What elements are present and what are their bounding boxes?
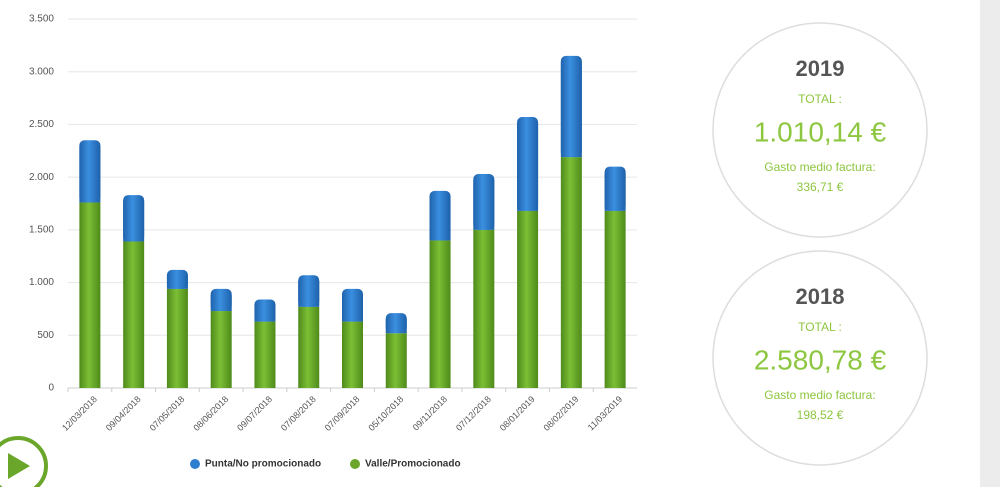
card-total: 2.580,78 €	[754, 344, 887, 375]
bar-segment	[298, 306, 320, 388]
card-total-label: TOTAL :	[798, 320, 842, 334]
bar-segment-base	[298, 281, 320, 307]
legend-label: Valle/Promocionado	[365, 459, 461, 470]
x-tick-label: 05/10/2018	[366, 394, 405, 433]
card-circle	[712, 250, 928, 466]
bar-segment	[560, 157, 582, 388]
x-tick-label: 07/09/2018	[323, 394, 362, 433]
bar-segment	[342, 321, 363, 388]
y-tick-label: 0	[48, 383, 54, 394]
legend-label: Punta/No promocionado	[205, 459, 321, 470]
card-avg-label: Gasto medio factura:	[764, 388, 875, 402]
play-icon[interactable]	[8, 453, 30, 479]
legend-swatch	[190, 459, 200, 469]
bar-segment	[166, 288, 188, 388]
bar-segment	[517, 210, 539, 388]
x-tick-label: 08/01/2019	[498, 394, 537, 433]
card-circle	[712, 22, 928, 238]
y-tick-label: 2.500	[29, 119, 54, 130]
bar-segment	[123, 241, 145, 388]
x-tick-label: 07/12/2018	[454, 394, 493, 433]
card-avg-label: Gasto medio factura:	[764, 160, 875, 174]
bar-segment	[385, 333, 407, 388]
bar-segment-base	[429, 196, 451, 241]
bar-segment-base	[254, 305, 276, 322]
card-year: 2018	[796, 284, 845, 309]
y-tick-label: 1.000	[29, 277, 54, 288]
x-tick-label: 09/11/2018	[411, 394, 449, 432]
card-avg: 198,52 €	[797, 408, 844, 422]
bar-segment-base	[604, 172, 626, 211]
x-tick-label: 07/05/2018	[148, 394, 187, 433]
card-avg: 336,71 €	[797, 180, 844, 194]
x-tick-label: 08/02/2019	[542, 394, 581, 433]
play-button[interactable]	[0, 436, 48, 487]
side-border	[980, 0, 1000, 487]
bar-segment	[473, 229, 495, 388]
x-tick-label: 09/07/2018	[235, 394, 274, 433]
card-total: 1.010,14 €	[754, 116, 887, 147]
y-tick-label: 2.000	[29, 172, 54, 183]
card-total-label: TOTAL :	[798, 92, 842, 106]
bar-segment-base	[166, 275, 188, 289]
y-tick-label: 1.500	[29, 224, 54, 235]
card-year: 2019	[796, 56, 845, 81]
bar-segment-base	[210, 294, 232, 312]
bar-segment-base	[79, 146, 101, 203]
bar-segment-base	[473, 179, 495, 230]
y-tick-label: 500	[37, 330, 54, 341]
bar-segment-base	[517, 123, 539, 211]
bar-segment	[79, 202, 101, 388]
y-tick-label: 3.500	[29, 14, 54, 25]
bar-segment	[604, 210, 626, 388]
bar-segment	[254, 321, 276, 388]
bar-segment-base	[385, 319, 407, 334]
x-tick-label: 11/03/2019	[586, 394, 624, 432]
x-tick-label: 09/04/2018	[104, 394, 143, 433]
bar-segment	[429, 240, 451, 388]
bar-segment-base	[560, 61, 582, 158]
x-tick-label: 08/06/2018	[191, 394, 230, 433]
bar-segment	[210, 311, 232, 388]
x-tick-label: 07/08/2018	[279, 394, 318, 433]
x-tick-label: 12/03/2018	[60, 394, 99, 433]
bar-segment-base	[123, 201, 145, 242]
y-tick-label: 3.000	[29, 66, 54, 77]
bar-segment-base	[342, 294, 363, 322]
legend-swatch	[350, 459, 360, 469]
